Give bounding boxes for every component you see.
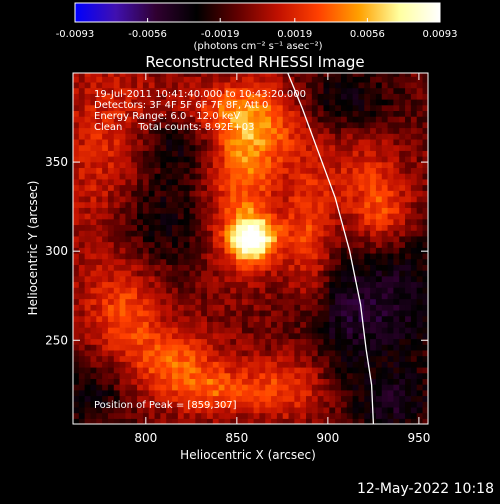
annotation-clean-counts: Clean Total counts: 8.92E+03 <box>94 122 254 133</box>
colorbar-tick-label: -0.0093 <box>56 29 95 40</box>
heatmap-image <box>73 73 428 424</box>
colorbar-ticks: -0.0093 -0.0056 -0.0019 0.0019 0.0056 0.0093 <box>56 18 458 40</box>
x-axis-ticks: 800 850 900 950 <box>134 73 430 445</box>
colorbar-tick-label: -0.0019 <box>201 29 240 40</box>
timestamp: 12-May-2022 10:18 <box>356 481 494 497</box>
x-axis-label: Heliocentric X (arcsec) <box>180 448 316 462</box>
annotation-time-range: 19-Jul-2011 10:41:40.000 to 10:43:20.000 <box>94 89 306 100</box>
x-tick-label: 850 <box>225 431 248 445</box>
colorbar-tick-label: 0.0019 <box>277 29 312 40</box>
annotation-energy-range: Energy Range: 6.0 - 12.0 keV <box>94 111 240 122</box>
y-tick-label: 250 <box>45 333 68 347</box>
y-tick-label: 350 <box>45 155 68 169</box>
x-tick-label: 900 <box>316 431 339 445</box>
annotation-block: 19-Jul-2011 10:41:40.000 to 10:43:20.000… <box>94 89 306 133</box>
colorbar <box>74 2 441 23</box>
colorbar-tick-label: -0.0056 <box>128 29 167 40</box>
y-axis-label: Heliocentric Y (arcsec) <box>26 181 40 316</box>
colorbar-tick-label: 0.0056 <box>350 29 385 40</box>
x-tick-label: 950 <box>407 431 430 445</box>
annotation-detectors: Detectors: 3F 4F 5F 6F 7F 8F, Att 0 <box>94 100 268 111</box>
peak-position-label: Position of Peak = [859,307] <box>94 400 237 411</box>
x-tick-label: 800 <box>134 431 157 445</box>
solar-limb-line <box>287 73 375 424</box>
y-axis-ticks: 250 300 350 <box>45 155 428 347</box>
colorbar-unit-label: (photons cm⁻² s⁻¹ asec⁻²) <box>193 41 322 52</box>
y-tick-label: 300 <box>45 244 68 258</box>
plot-frame <box>72 72 429 425</box>
colorbar-tick-label: 0.0093 <box>423 29 458 40</box>
chart-title: Reconstructed RHESSI Image <box>145 53 364 71</box>
